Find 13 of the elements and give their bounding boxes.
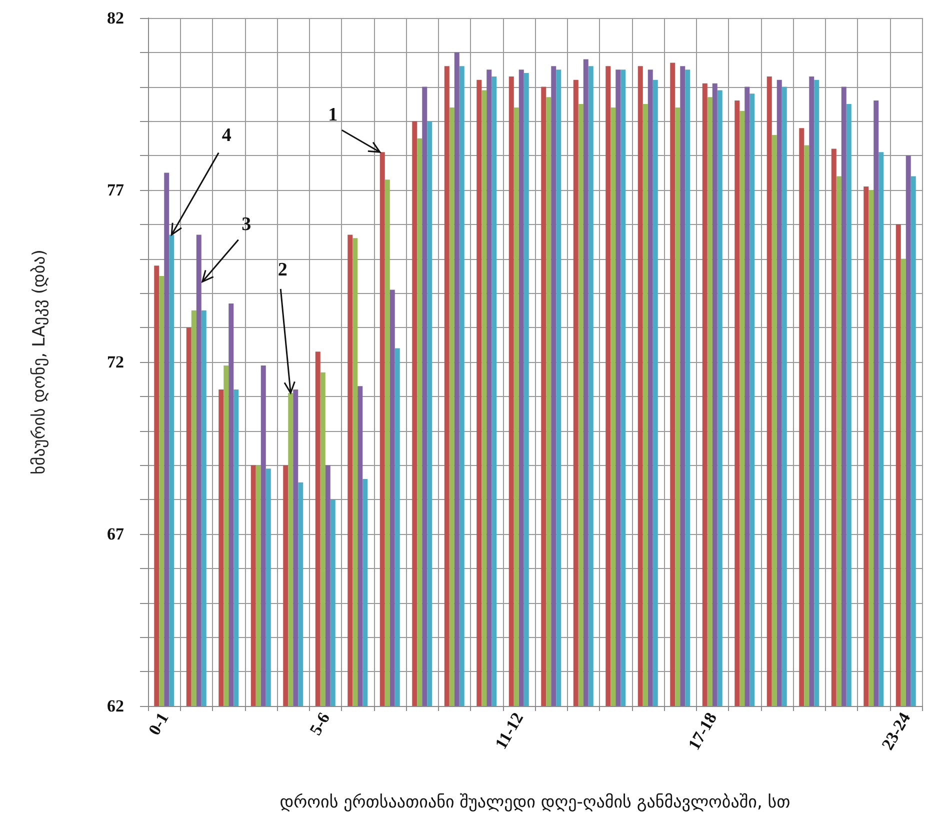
y-tick-label: 82 [107,8,124,28]
x-axis-title: დროის ერთსაათიანი შუალედი დღე-ღამის განმავლობაში, სთ [280,792,790,812]
y-tick-label: 62 [107,696,124,716]
y-tick-label: 77 [107,180,124,200]
x-tick-label: 5-6 [306,709,334,738]
y-tick-label: 72 [107,352,124,372]
text: 3 [242,214,252,236]
y-axis-title: ხმაურის დონე, LAეკვ (დბა) [30,249,50,475]
y-tick-label: 67 [107,524,124,544]
text: 2 [278,259,288,280]
text: 1 [328,104,338,126]
x-tick-label: 0-1 [144,709,172,738]
text: 4 [222,125,232,146]
